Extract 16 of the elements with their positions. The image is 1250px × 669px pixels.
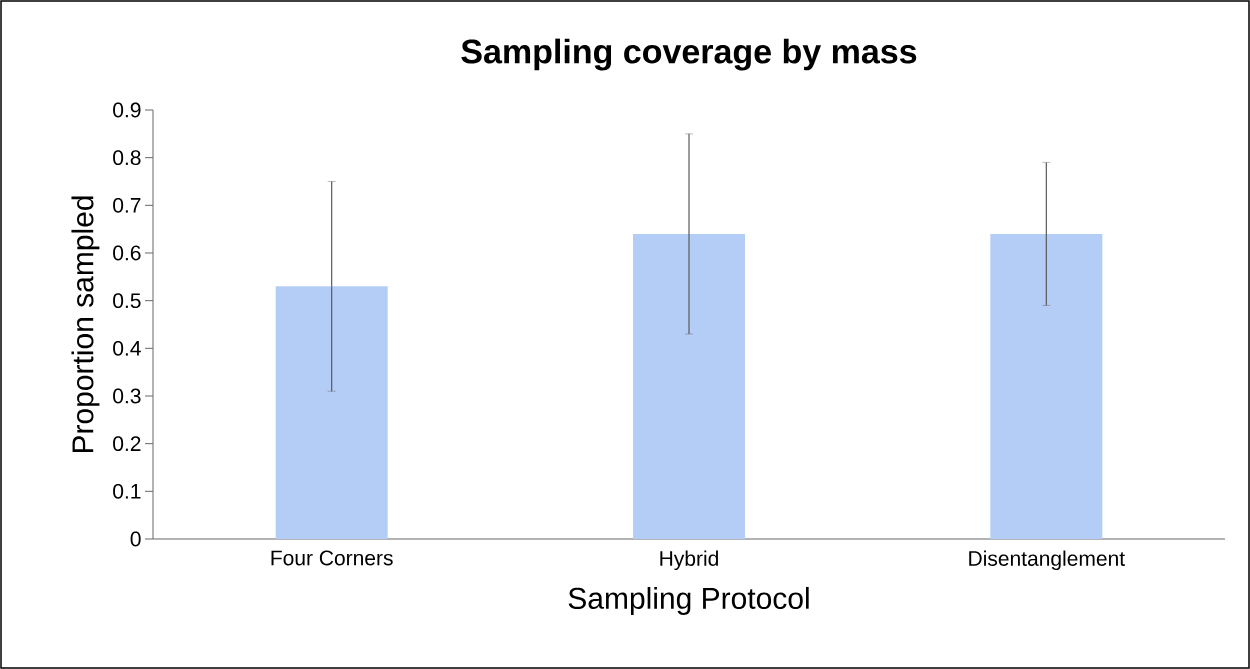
- x-tick-label: Hybrid: [660, 550, 718, 571]
- chart-title: Sampling coverage by mass: [461, 38, 917, 71]
- y-tick-label: 0: [130, 531, 141, 547]
- y-tick-label: 0.9: [113, 102, 141, 118]
- y-tick-label: 0.5: [113, 293, 141, 309]
- y-tick-label: 0.8: [113, 150, 141, 166]
- x-axis-title: Sampling Protocol: [568, 586, 809, 615]
- y-tick-label: 0.7: [113, 197, 141, 213]
- y-tick-label: 0.6: [113, 245, 141, 261]
- y-axis-title: Proportion sampled: [71, 196, 100, 453]
- y-tick-label: 0.4: [113, 340, 141, 356]
- x-tick-label: Four Corners: [271, 550, 393, 566]
- x-tick-label: Disentanglement: [969, 550, 1125, 571]
- y-tick-label: 0.2: [113, 436, 141, 452]
- y-tick-label: 0.3: [113, 388, 141, 404]
- y-tick-label: 0.1: [113, 483, 141, 499]
